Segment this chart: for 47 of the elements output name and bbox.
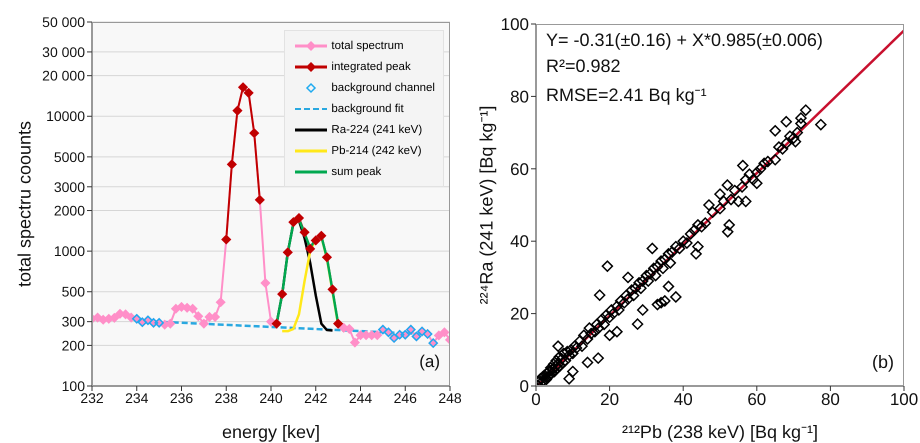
y-tick-label: 80 (510, 87, 529, 106)
x-tick-label: 0 (531, 390, 541, 410)
x-tick-label: 238 (214, 390, 238, 406)
legend-label: background fit (331, 102, 404, 114)
x-axis-title: ²¹²Pb (238 keV) [Bq kg⁻¹] (622, 422, 818, 442)
y-tick-label: 200 (62, 337, 86, 354)
y-tick-label: 10000 (46, 108, 86, 124)
x-tick-label: 236 (170, 390, 194, 406)
y-tick-label: 100 (62, 378, 86, 394)
legend-label: background channel (331, 82, 435, 94)
y-tick-label: 5000 (54, 148, 86, 165)
y-tick-label: 50 000 (42, 14, 86, 30)
y-tick-label: 3000 (54, 178, 86, 195)
legend-label: sum peak (331, 166, 382, 178)
y-tick-label: 500 (62, 284, 86, 300)
y-tick-label: 40 (510, 232, 529, 252)
legend-label: total spectrum (331, 40, 404, 52)
x-tick-label: 246 (394, 390, 418, 406)
x-axis-title: energy [kev] (222, 422, 320, 442)
legend-label: integrated peak (331, 60, 411, 72)
annotation: (a) (419, 352, 440, 372)
x-tick-label: 60 (747, 390, 766, 410)
legend-label: Ra-224 (241 keV) (331, 124, 422, 136)
annotation: (b) (872, 352, 894, 373)
x-tick-label: 100 (890, 390, 918, 410)
annotation: Y= -0.31(±0.16) + X*0.985(±0.006) (546, 30, 823, 51)
y-tick-label: 1000 (54, 243, 86, 260)
y-axis-title: ²²⁴Ra (241 keV) [Bq kg⁻¹] (476, 106, 496, 304)
x-tick-label: 248 (438, 390, 462, 406)
y-axis-title: total spectru coounts (14, 120, 34, 288)
y-tick-label: 100 (500, 15, 529, 34)
x-tick-label: 234 (125, 390, 149, 406)
annotation: RMSE=2.41 Bq kg⁻¹ (546, 84, 707, 106)
y-tick-label: 20 000 (42, 68, 86, 84)
y-tick-label: 20 (510, 304, 529, 324)
x-tick-label: 20 (600, 390, 620, 410)
x-tick-label: 242 (304, 390, 328, 406)
y-tick-label: 300 (62, 314, 86, 330)
annotation: R²=0.982 (546, 56, 621, 77)
x-tick-label: 240 (259, 390, 283, 406)
x-tick-label: 244 (348, 390, 372, 406)
y-tick-label: 60 (510, 160, 529, 179)
x-tick-label: 40 (674, 390, 693, 410)
legend-label: Pb-214 (242 keV) (331, 144, 422, 156)
y-tick-label: 30 000 (42, 44, 86, 60)
x-tick-label: 80 (820, 390, 840, 410)
y-tick-label: 2000 (54, 202, 86, 219)
